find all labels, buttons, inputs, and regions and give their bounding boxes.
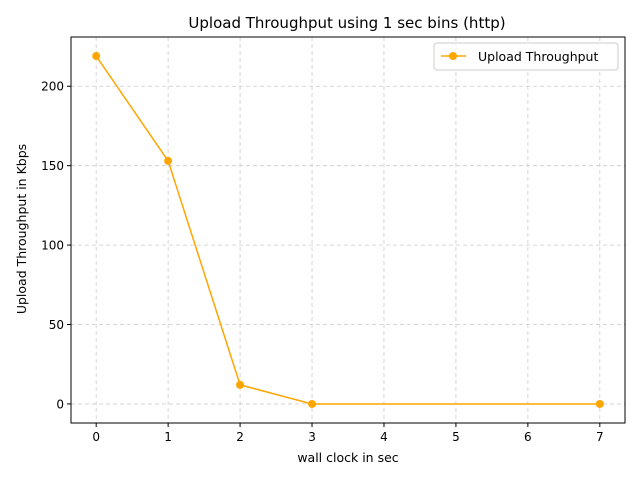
data-point: [595, 399, 604, 408]
legend-marker-sample: [449, 52, 457, 60]
chart-title: Upload Throughput using 1 sec bins (http…: [188, 14, 505, 32]
x-tick-label: 1: [164, 430, 172, 444]
x-tick-label: 3: [308, 430, 316, 444]
x-tick-label: 4: [380, 430, 388, 444]
data-point: [236, 380, 245, 389]
y-tick-label: 0: [56, 397, 64, 411]
tick-layer: 0 1 2 3 4 5 6 7 0 50 100 150 200: [41, 80, 604, 444]
plot-area-frame: [70, 36, 626, 424]
series-layer: [92, 52, 604, 408]
y-tick-label: 200: [41, 80, 64, 94]
y-axis-label: Upload Throughput in Kbps: [14, 144, 29, 314]
legend: Upload Throughput: [433, 42, 619, 71]
data-point: [308, 399, 317, 408]
data-point: [92, 52, 101, 61]
y-tick-label: 100: [41, 239, 64, 253]
y-tick-label: 50: [49, 318, 64, 332]
x-tick-label: 6: [524, 430, 532, 444]
x-tick-label: 5: [452, 430, 460, 444]
x-tick-label: 7: [596, 430, 604, 444]
x-tick-label: 2: [236, 430, 244, 444]
x-tick-label: 0: [92, 430, 100, 444]
x-axis-label: wall clock in sec: [297, 450, 398, 465]
legend-label: Upload Throughput: [478, 49, 598, 64]
legend-box: [433, 42, 619, 71]
data-point: [164, 156, 173, 165]
y-tick-label: 150: [41, 159, 64, 173]
